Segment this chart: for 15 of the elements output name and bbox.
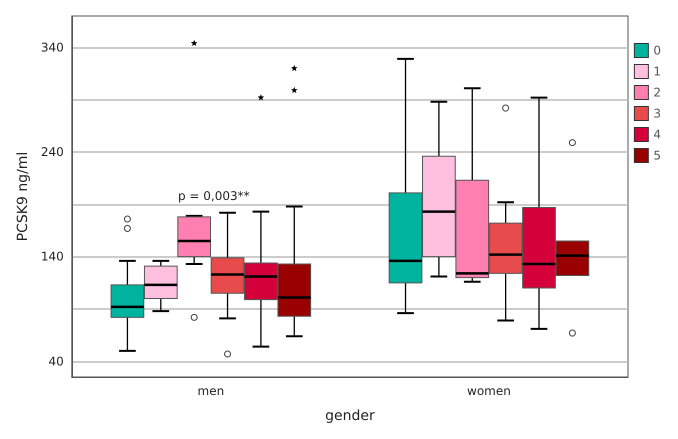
legend-label: 4 [653, 128, 662, 142]
x-tick-label: men [198, 384, 224, 398]
legend-label: 1 [653, 64, 662, 78]
annotation: p = 0,003** [178, 189, 250, 203]
x-axis-title: gender [325, 408, 375, 424]
legend-label: 0 [653, 44, 662, 58]
legend-label: 2 [653, 86, 662, 100]
y-tick-label: 40 [48, 354, 64, 368]
x-tick-label: women [467, 384, 511, 398]
legend-label: 5 [653, 148, 662, 162]
y-tick-label: 240 [40, 145, 64, 160]
y-axis-title: PCSK9 ng/ml [15, 152, 31, 242]
y-tick-label: 340 [40, 40, 64, 54]
legend-label: 3 [653, 106, 662, 120]
y-tick-label: 140 [40, 250, 64, 264]
